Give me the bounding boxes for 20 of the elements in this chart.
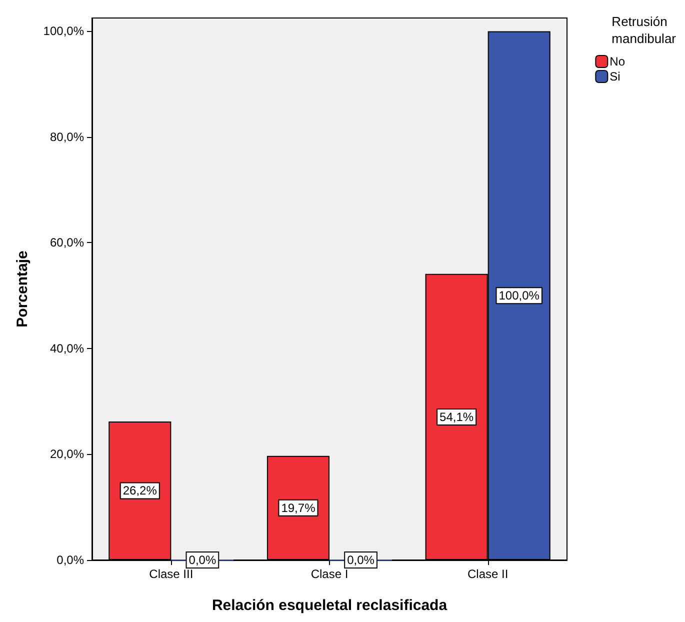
y-axis-title: Porcentaje [14, 250, 31, 328]
data-label: 19,7% [281, 500, 316, 515]
x-axis-title: Relación esqueletal reclasificada [212, 597, 448, 614]
data-label: 100,0% [498, 288, 540, 303]
data-label: 0,0% [188, 553, 216, 567]
legend-title: Retrusión mandibular [612, 14, 677, 46]
legend-label: No [610, 54, 626, 68]
x-tick-label: Clase II [467, 567, 508, 581]
data-label: 0,0% [347, 553, 375, 567]
y-tick-label: 0,0% [56, 553, 84, 567]
y-tick-label: 60,0% [50, 236, 84, 250]
y-tick-label: 100,0% [43, 24, 84, 38]
legend-label: Si [610, 70, 620, 84]
y-tick-label: 40,0% [50, 341, 84, 356]
data-label: 26,2% [122, 484, 158, 498]
x-tick-label: Clase I [310, 567, 348, 581]
x-tick-label: Clase III [149, 567, 194, 581]
y-tick-label: 80,0% [50, 130, 84, 144]
data-label: 54,1% [440, 410, 474, 424]
y-tick-label: 20,0% [50, 447, 84, 462]
